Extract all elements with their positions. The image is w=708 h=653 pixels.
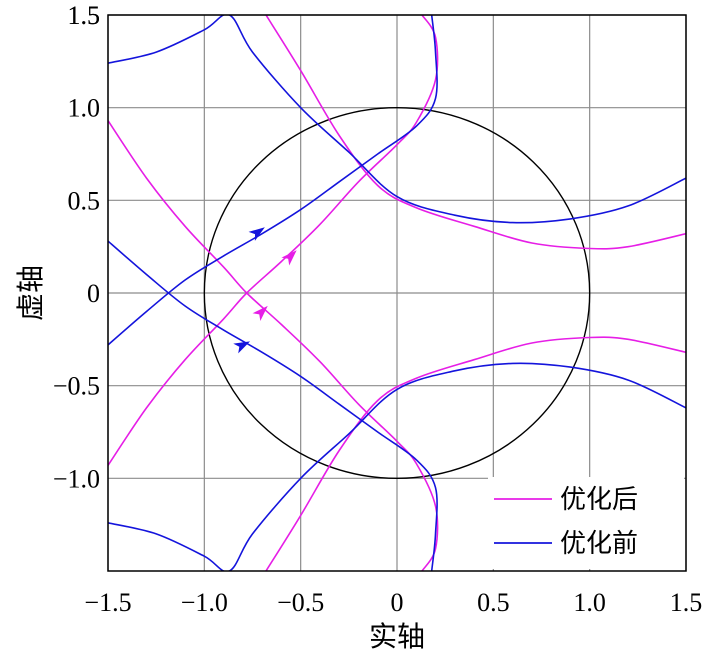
y-tick-label: −1.0 [53, 464, 100, 493]
series-0-arrow-1 [252, 305, 268, 322]
legend-label-optimized-before: 优化前 [560, 529, 638, 559]
x-tick-label: 1.0 [573, 588, 606, 617]
x-tick-label: −1.0 [181, 588, 228, 617]
legend-background [488, 477, 684, 569]
series-1-arrow-1 [233, 341, 251, 354]
x-tick-label: −0.5 [277, 588, 324, 617]
tick-labels: −1.5 −1.0 −0.5 0 0.5 1.0 1.5 −1.0 −0.5 0 0.5 1.0 1.5… [53, 1, 702, 617]
series-1-branch-1 [108, 240, 438, 571]
legend-label-optimized-after: 优化后 [560, 485, 638, 515]
series-layer [108, 15, 686, 571]
series-0-branch-2 [265, 15, 686, 250]
series-0-branch-1 [108, 120, 439, 571]
series-0-branch-0 [108, 15, 439, 466]
x-tick-label: −1.5 [84, 588, 131, 617]
y-tick-label: 1.0 [68, 94, 101, 123]
series-1-arrow-0 [248, 227, 265, 241]
unit-circle-layer [203, 106, 591, 480]
series-0-arrow-0 [281, 250, 297, 266]
plot-frame [107, 14, 687, 572]
series-1-branch-2 [108, 15, 686, 224]
y-tick-label: −0.5 [53, 372, 100, 401]
y-tick-label: 0 [87, 279, 100, 308]
series-0-branch-3 [265, 336, 686, 571]
x-axis-label: 实轴 [369, 620, 425, 653]
x-tick-label: 0.5 [477, 588, 510, 617]
y-tick-label-top: 1.5 [68, 1, 101, 30]
legend: 优化后 优化前 [488, 477, 684, 569]
unit-circle [203, 106, 591, 480]
x-tick-label: 1.5 [670, 588, 703, 617]
y-tick-label: 1.5 [68, 1, 101, 30]
series-1-branch-3 [108, 362, 686, 571]
y-tick-label: 0.5 [68, 186, 101, 215]
x-tick-label: 0 [391, 588, 404, 617]
y-axis-label: 虚轴 [14, 265, 47, 321]
series-1-branch-0 [108, 15, 438, 346]
